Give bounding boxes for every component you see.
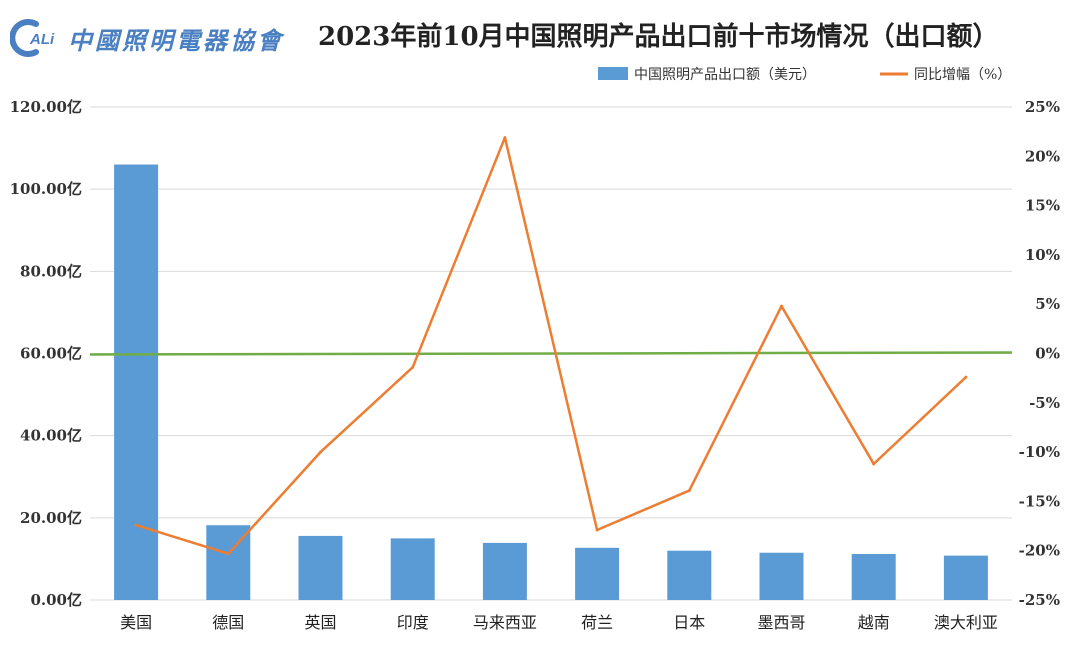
category-label: 荷兰 [581,613,613,632]
logo-text: 中國照明電器協會 [68,25,284,55]
zero-reference-line [89,351,1013,356]
line-point [226,552,230,556]
category-label: 美国 [120,613,152,632]
right-axis-labels: -25% -20% -15% -10% -5% 0% 5% 10% 15% 20% 25% [1019,98,1060,609]
chart-title: 2023年前10月中国照明产品出口前十市场情况（出口额） [318,22,999,52]
left-tick-label: 80.00亿 [20,262,82,280]
right-tick-label: 0% [1035,345,1060,363]
reference-line [89,351,1013,356]
right-tick-label: -25% [1019,591,1060,609]
category-label: 墨西哥 [757,613,805,632]
right-tick-label: 10% [1025,246,1060,264]
left-tick-label: 0.00亿 [30,591,82,609]
right-tick-label: 15% [1025,197,1060,215]
growth-line [135,136,967,555]
category-label: 日本 [673,613,705,632]
category-label: 德国 [212,613,244,632]
right-tick-label: -10% [1019,443,1060,461]
bar [482,542,527,600]
line-point [503,136,507,140]
right-tick-label: 20% [1025,147,1060,165]
line-point [134,523,138,527]
legend-bar-swatch [598,67,628,80]
bar [575,547,620,600]
line-point [319,450,322,454]
logo: ALi 中國照明電器協會 [9,18,284,58]
bar-series [114,164,988,600]
bar [298,535,343,600]
category-label: 澳大利亚 [934,613,998,632]
bar [667,550,712,600]
bar [759,552,804,600]
bar [114,164,159,600]
right-tick-label: 5% [1035,295,1060,313]
category-label: 马来西亚 [473,613,537,632]
right-tick-label: -15% [1019,492,1060,510]
right-tick-label: -20% [1019,542,1060,560]
right-tick-label: 25% [1025,98,1060,116]
legend-line-label: 同比增幅（%） [914,67,1011,83]
line-point [595,528,599,532]
line-point [687,489,691,493]
left-tick-label: 60.00亿 [20,345,82,363]
line-point [780,304,783,308]
left-tick-label: 100.00亿 [10,180,82,198]
bar [943,555,988,600]
category-label: 英国 [304,613,336,632]
growth-line-series [134,136,968,556]
logo-mark-icon: ALi [9,18,62,58]
line-point [964,375,968,379]
category-labels: 美国 德国 英国 印度 马来西亚 荷兰 日本 墨西哥 越南 澳大利亚 [120,613,998,632]
right-tick-label: -5% [1029,394,1060,412]
line-point [872,462,876,466]
left-tick-label: 120.00亿 [10,98,82,116]
left-tick-label: 40.00亿 [20,427,82,445]
legend-bar-label: 中国照明产品出口额（美元） [634,67,816,83]
bar [390,538,435,600]
left-axis-labels: 0.00亿 20.00亿 40.00亿 60.00亿 80.00亿 100.00亿 120.… [10,98,82,609]
category-label: 越南 [858,613,890,632]
line-point [411,365,415,369]
bar [851,553,896,600]
legend: 中国照明产品出口额（美元） 同比增幅（%） [598,67,1011,83]
left-tick-label: 20.00亿 [20,509,82,527]
svg-text:ALi: ALi [29,31,55,48]
category-label: 印度 [397,613,429,632]
